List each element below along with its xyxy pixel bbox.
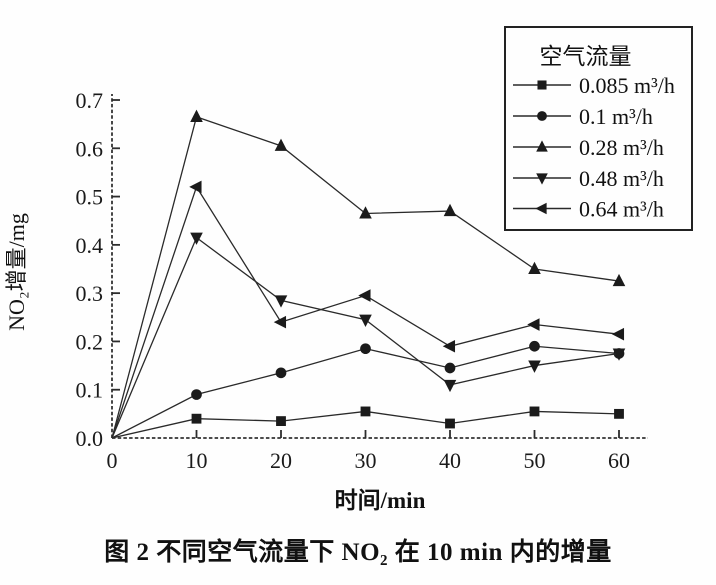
legend-entry: 0.64 m³/h	[513, 197, 664, 222]
data-point-marker	[444, 362, 456, 374]
data-point-marker	[273, 315, 287, 329]
legend: 空气流量 0.085 m³/h 0.1 m³/h 0.28 m³/h 0.48 m³/h…	[504, 26, 693, 231]
data-point-marker	[275, 367, 287, 379]
data-point-marker	[189, 180, 202, 194]
data-point-marker	[527, 318, 540, 331]
legend-entry: 0.28 m³/h	[513, 135, 664, 160]
y-axis-title: NO₂增量/mg	[4, 213, 29, 331]
figure-caption: 图 2 不同空气流量下 NO₂ 在 10 min 内的增量	[104, 539, 612, 566]
data-point-marker	[191, 389, 202, 400]
data-point-marker	[611, 327, 625, 341]
data-point-marker	[528, 261, 541, 275]
legend-entry-label: 0.28 m³/h	[579, 135, 664, 160]
legend-title: 空气流量	[540, 44, 632, 69]
legend-entry-label: 0.64 m³/h	[579, 197, 664, 222]
legend-entry: 0.1 m³/h	[513, 104, 653, 129]
data-point-marker	[529, 340, 540, 352]
data-point-marker	[276, 416, 286, 427]
data-point-marker	[359, 206, 372, 219]
data-point-marker	[190, 109, 203, 122]
data-point-marker	[191, 413, 202, 424]
data-point-marker	[443, 379, 457, 393]
data-point-marker	[445, 418, 455, 429]
data-point-marker	[274, 138, 288, 151]
x-tick-label: 40	[439, 448, 461, 473]
y-tick-label: 0.1	[76, 378, 104, 403]
x-tick-label: 10	[186, 448, 208, 473]
y-tick-label: 0.3	[76, 281, 104, 306]
y-tick-label: 0.0	[76, 426, 104, 451]
data-point-marker	[359, 314, 372, 327]
data-point-marker	[443, 203, 457, 217]
series-0.48mh	[111, 232, 626, 439]
legend-box	[504, 26, 693, 231]
series-0.64mh	[111, 180, 625, 439]
legend-entry-marker	[537, 80, 547, 90]
series-0.1mh	[111, 340, 625, 439]
series-0.085mh	[111, 406, 624, 439]
data-point-marker	[360, 406, 371, 417]
legend-entry-label: 0.085 m³/h	[579, 73, 675, 98]
data-point-marker	[528, 360, 541, 373]
legend-entry-marker	[535, 202, 547, 215]
data-point-marker	[190, 232, 203, 245]
y-tick-label: 0.7	[76, 88, 104, 113]
data-point-marker	[614, 408, 624, 419]
legend-entry: 0.085 m³/h	[513, 73, 675, 98]
data-point-marker	[358, 289, 371, 302]
y-tick-label: 0.6	[76, 136, 104, 161]
data-point-marker	[442, 339, 456, 353]
data-point-marker	[612, 348, 626, 361]
legend-entry-marker	[537, 111, 547, 121]
x-tick-label: 20	[270, 448, 292, 473]
x-tick-label: 60	[608, 448, 630, 473]
legend-entry-marker	[536, 140, 548, 152]
data-point-marker	[274, 295, 288, 308]
data-point-marker	[360, 343, 371, 355]
series-line	[111, 345, 620, 439]
legend-entry-label: 0.1 m³/h	[579, 104, 653, 129]
legend-entry: 0.48 m³/h	[513, 166, 664, 191]
legend-entry-label: 0.48 m³/h	[579, 166, 664, 191]
x-tick-label: 30	[355, 448, 377, 473]
y-tick-label: 0.5	[76, 185, 104, 210]
line-chart: 0 10 20 30 40 50 60 0.0 0.1 0.2 0.3 0.4 0.5 0.6 0.7 时间/…	[4, 26, 693, 513]
data-point-marker	[612, 273, 626, 287]
series-0.28mh	[111, 109, 626, 439]
x-tick-label: 50	[524, 448, 546, 473]
legend-entry-marker	[536, 173, 548, 185]
y-tick-label: 0.4	[76, 233, 104, 258]
x-axis-title: 时间/min	[335, 488, 426, 513]
x-tick-label: 0	[107, 448, 118, 473]
y-tick-label: 0.2	[76, 329, 104, 354]
data-point-marker	[529, 406, 540, 417]
